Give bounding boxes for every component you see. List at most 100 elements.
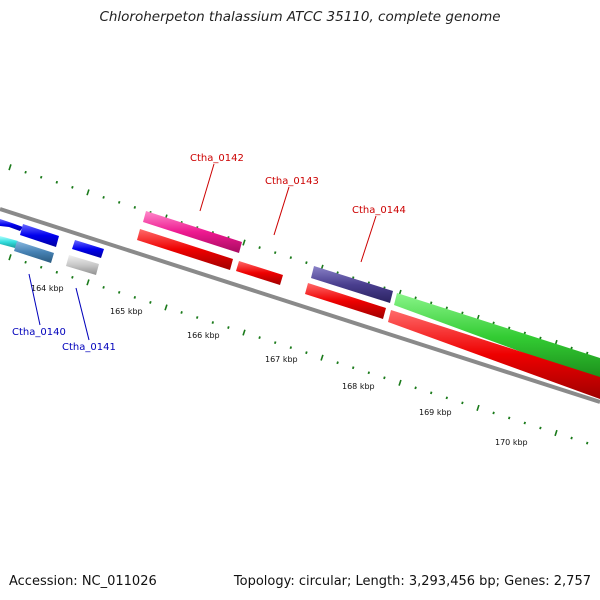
- outer-ring-minor-tick: [523, 331, 527, 335]
- outer-ring-minor-tick: [24, 170, 27, 174]
- outer-ring-minor-tick: [102, 195, 105, 199]
- inner-ring-minor-tick: [289, 346, 293, 350]
- inner-ring-minor-tick: [305, 351, 308, 355]
- inner-ring-minor-tick: [258, 336, 261, 340]
- gene-cyan-reverse[interactable]: [0, 236, 18, 248]
- accession-text: Accession: NC_011026: [9, 574, 157, 589]
- genome-summary-text: Topology: circular; Length: 3,293,456 bp…: [233, 574, 591, 589]
- gene-red-reverse-1[interactable]: [137, 229, 233, 270]
- outer-ring-minor-tick: [273, 251, 277, 255]
- inner-ring-minor-tick: [367, 371, 371, 375]
- gene-label-ctha-0144[interactable]: Ctha_0144: [352, 205, 406, 216]
- inner-ring-minor-tick: [117, 290, 121, 294]
- inner-ring-minor-tick: [102, 285, 105, 289]
- inner-ring-major-tick: [86, 279, 90, 286]
- kbp-label-167: 167 kbp: [265, 355, 298, 364]
- inner-ring-major-tick: [242, 329, 246, 336]
- outer-ring-minor-tick: [258, 246, 261, 250]
- gene-red-reverse-3[interactable]: [388, 310, 600, 399]
- leader-line-ctha-0142: [199, 163, 215, 212]
- gene-blue-forward-2[interactable]: [20, 224, 59, 247]
- outer-ring-minor-tick: [55, 180, 59, 184]
- inner-tick-ring: [8, 254, 589, 445]
- gene-blue-forward-1[interactable]: [0, 219, 23, 231]
- inner-ring-minor-tick: [149, 301, 152, 304]
- outer-ring-minor-tick: [429, 301, 433, 305]
- inner-ring-minor-tick: [24, 260, 27, 264]
- kbp-label-164: 164 kbp: [31, 284, 64, 293]
- gene-red-reverse-2[interactable]: [305, 283, 386, 319]
- inner-ring-minor-tick: [273, 341, 277, 345]
- outer-ring-minor-tick: [414, 296, 417, 300]
- outer-ring-major-tick: [242, 239, 246, 246]
- leader-line-ctha-0144: [360, 215, 377, 263]
- inner-ring-minor-tick: [39, 265, 43, 269]
- inner-ring-minor-tick: [383, 376, 386, 380]
- outer-ring-major-tick: [86, 189, 90, 196]
- outer-ring-minor-tick: [507, 326, 511, 330]
- inner-ring-minor-tick: [133, 295, 137, 299]
- inner-ring-minor-tick: [492, 411, 495, 415]
- inner-ring-minor-tick: [461, 401, 464, 405]
- inner-ring-minor-tick: [336, 361, 339, 365]
- inner-ring-major-tick: [476, 404, 480, 412]
- inner-ring-major-tick: [164, 304, 168, 311]
- outer-ring-minor-tick: [39, 175, 43, 179]
- inner-ring-minor-tick: [585, 441, 589, 445]
- gene-ctha-0142[interactable]: [143, 211, 242, 253]
- genome-backbone: [0, 207, 600, 404]
- gene-label-ctha-0143[interactable]: Ctha_0143: [265, 176, 319, 187]
- inner-ring-major-tick: [320, 354, 324, 361]
- inner-ring-minor-tick: [414, 386, 417, 390]
- gene-ctha-0140[interactable]: [14, 241, 54, 263]
- gene-label-ctha-0142[interactable]: Ctha_0142: [190, 153, 244, 164]
- leader-line-ctha-0140: [28, 273, 41, 326]
- outer-ring-minor-tick: [539, 336, 542, 340]
- gene-labels: Ctha_0142 Ctha_0143 Ctha_0144 Ctha_0140 …: [12, 153, 406, 353]
- outer-ring-major-tick: [8, 164, 12, 171]
- gene-green-forward[interactable]: [394, 293, 600, 381]
- gene-blue-forward-3[interactable]: [72, 240, 104, 258]
- kbp-label-166: 166 kbp: [187, 331, 220, 340]
- inner-ring-minor-tick: [211, 321, 215, 324]
- inner-ring-minor-tick: [570, 436, 573, 440]
- gene-ctha-0143[interactable]: [236, 261, 283, 285]
- inner-ring-minor-tick: [445, 396, 449, 400]
- inner-ring-minor-tick: [351, 366, 355, 370]
- inner-ring-minor-tick: [429, 391, 433, 395]
- outer-ring-minor-tick: [492, 321, 495, 325]
- kbp-label-165: 165 kbp: [110, 307, 143, 316]
- gene-ctha-0144[interactable]: [311, 266, 393, 303]
- outer-ring-minor-tick: [71, 185, 74, 189]
- gene-ctha-0141[interactable]: [66, 255, 99, 275]
- inner-ring-minor-tick: [523, 421, 527, 425]
- gene-label-ctha-0141[interactable]: Ctha_0141: [62, 342, 116, 353]
- leader-line-ctha-0143: [273, 186, 290, 236]
- reverse-strand-genes: [0, 229, 600, 399]
- outer-ring-minor-tick: [305, 261, 308, 265]
- gene-label-ctha-0140[interactable]: Ctha_0140: [12, 327, 66, 338]
- outer-ring-minor-tick: [461, 311, 464, 315]
- outer-ring-minor-tick: [289, 256, 293, 260]
- inner-ring-minor-tick: [507, 416, 511, 420]
- forward-strand-genes: [0, 211, 600, 381]
- outer-ring-minor-tick: [133, 205, 137, 209]
- inner-ring-minor-tick: [195, 316, 199, 319]
- inner-ring-minor-tick: [539, 426, 542, 430]
- inner-ring-minor-tick: [55, 270, 59, 274]
- inner-ring-minor-tick: [71, 275, 74, 279]
- leader-line-ctha-0141: [75, 287, 90, 341]
- outer-ring-minor-tick: [445, 306, 449, 310]
- kbp-label-169: 169 kbp: [419, 408, 452, 417]
- inner-ring-major-tick: [398, 379, 402, 386]
- kbp-label-170: 170 kbp: [495, 438, 528, 447]
- map-title: Chloroherpeton thalassium ATCC 35110, co…: [99, 9, 501, 25]
- inner-ring-major-tick: [8, 254, 12, 261]
- kbp-labels: 164 kbp 165 kbp 166 kbp 167 kbp 168 kbp …: [31, 284, 528, 447]
- outer-ring-minor-tick: [117, 200, 121, 204]
- kbp-label-168: 168 kbp: [342, 382, 375, 391]
- outer-ring-minor-tick: [570, 346, 573, 350]
- inner-ring-minor-tick: [227, 326, 230, 329]
- inner-ring-minor-tick: [180, 311, 183, 314]
